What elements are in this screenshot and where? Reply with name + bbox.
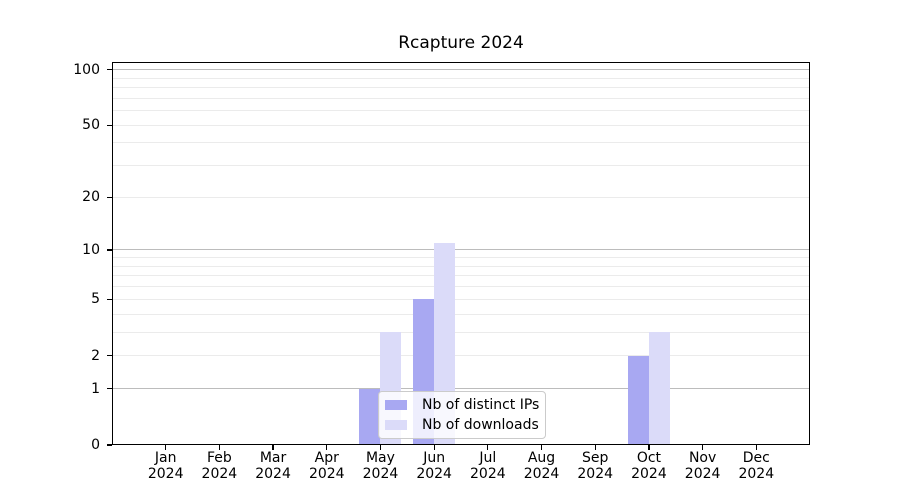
y-tick-label-10: 10 [82, 241, 100, 258]
x-tick-year: 2024 [147, 466, 184, 482]
y-tick-label-20: 20 [82, 189, 100, 206]
x-tick-year: 2024 [416, 466, 452, 482]
x-tick-month: May [365, 450, 395, 466]
gridline-minor-4 [112, 313, 810, 315]
gridline-minor-50 [112, 124, 810, 126]
x-tick-month: Sep [582, 450, 609, 466]
bar-nb-of-distinct-ips-may [359, 388, 381, 445]
x-tick-nov [701, 445, 704, 450]
x-tick-year: 2024 [255, 466, 291, 482]
y-tick-0 [107, 444, 112, 446]
y-tick-5 [107, 298, 112, 300]
gridline-minor-20 [112, 196, 810, 198]
y-tick-label-50: 50 [82, 117, 100, 134]
gridline-minor-70 [112, 97, 810, 99]
gridline-minor-30 [112, 165, 810, 167]
x-tick-month: Aug [527, 450, 556, 466]
x-tick-month: Oct [636, 450, 662, 466]
legend-item-downloads: Nb of downloads [385, 417, 539, 433]
x-tick-year: 2024 [362, 466, 399, 482]
gridline-minor-90 [112, 77, 810, 79]
x-tick-year: 2024 [684, 466, 721, 482]
gridline-minor-2 [112, 355, 810, 357]
x-tick-label-dec: Dec 2024 [724, 450, 788, 482]
x-tick-month: Mar [259, 450, 287, 466]
x-tick-year: 2024 [470, 466, 506, 482]
y-tick-2 [107, 355, 112, 357]
y-tick-50 [107, 124, 112, 126]
x-tick-year: 2024 [738, 466, 775, 482]
y-tick-1 [107, 387, 112, 390]
gridline-major-10 [112, 249, 810, 251]
legend-swatch-distinct-ips [385, 400, 407, 410]
chart-title: Rcapture 2024 [398, 33, 524, 53]
x-tick-label-may: May 2024 [348, 450, 412, 482]
y-tick-label-2: 2 [91, 347, 100, 364]
y-tick-label-100: 100 [73, 61, 100, 78]
x-tick-mar [272, 445, 274, 450]
x-tick-apr [326, 445, 328, 450]
x-tick-label-jan: Jan 2024 [134, 450, 198, 482]
bar-nb-of-downloads-oct [648, 332, 670, 445]
x-tick-month: Jun [423, 450, 446, 466]
y-tick-100 [107, 69, 112, 71]
x-tick-year: 2024 [308, 466, 345, 482]
x-tick-label-jun: Jun 2024 [402, 450, 466, 482]
x-tick-month: Nov [688, 450, 717, 466]
x-tick-month: Jan [154, 450, 177, 466]
gridline-minor-5 [112, 298, 810, 300]
legend-item-distinct-ips: Nb of distinct IPs [385, 397, 539, 413]
x-tick-year: 2024 [523, 466, 560, 482]
x-tick-feb [218, 445, 221, 450]
x-tick-month: Feb [206, 450, 232, 466]
x-tick-month: Apr [314, 450, 339, 466]
gridline-major-100 [112, 69, 810, 71]
x-tick-jul [487, 445, 489, 450]
x-tick-may [379, 445, 382, 450]
x-tick-label-mar: Mar 2024 [241, 450, 305, 482]
bar-nb-of-distinct-ips-oct [627, 355, 649, 445]
gridline-minor-6 [112, 286, 810, 288]
x-tick-jun [433, 445, 435, 450]
x-tick-label-apr: Apr 2024 [295, 450, 359, 482]
gridline-minor-3 [112, 331, 810, 333]
gridline-minor-60 [112, 110, 810, 112]
gridline-minor-40 [112, 142, 810, 144]
y-tick-label-0: 0 [91, 437, 100, 453]
x-tick-label-nov: Nov 2024 [671, 450, 735, 482]
legend-label-distinct-ips: Nb of distinct IPs [422, 397, 540, 413]
x-tick-month: Dec [742, 450, 770, 466]
x-tick-label-jul: Jul 2024 [456, 450, 520, 482]
gridline-minor-7 [112, 275, 810, 277]
y-tick-label-5: 5 [91, 291, 100, 308]
x-tick-jan [165, 445, 167, 450]
x-tick-year: 2024 [631, 466, 667, 482]
x-tick-dec [755, 445, 757, 450]
gridline-major-1 [112, 388, 810, 390]
x-tick-month: Jul [479, 450, 497, 466]
x-tick-oct [648, 445, 650, 450]
x-tick-label-feb: Feb 2024 [187, 450, 251, 482]
x-tick-year: 2024 [577, 466, 614, 482]
x-tick-aug [540, 445, 543, 450]
legend-label-downloads: Nb of downloads [422, 417, 539, 433]
x-tick-label-aug: Aug 2024 [510, 450, 574, 482]
y-tick-10 [107, 249, 112, 251]
gridline-minor-9 [112, 257, 810, 259]
y-tick-label-1: 1 [91, 380, 100, 397]
legend: Nb of distinct IPs Nb of downloads [378, 391, 546, 439]
x-tick-year: 2024 [201, 466, 238, 482]
x-tick-label-sep: Sep 2024 [563, 450, 627, 482]
y-tick-20 [107, 196, 112, 199]
gridline-minor-8 [112, 265, 810, 267]
x-tick-label-oct: Oct 2024 [617, 450, 681, 482]
x-tick-sep [594, 445, 596, 450]
legend-swatch-downloads [385, 420, 407, 430]
gridline-minor-80 [112, 87, 810, 89]
